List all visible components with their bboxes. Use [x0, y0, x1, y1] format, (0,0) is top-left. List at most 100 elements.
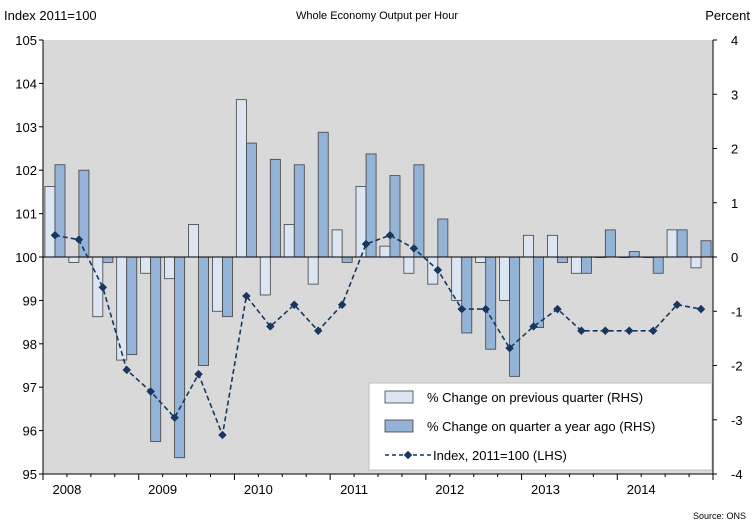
index-point-13	[361, 239, 371, 249]
left-tick-label-10: 105	[15, 33, 37, 48]
left-tick-label-3: 98	[23, 337, 37, 352]
index-point-1	[74, 235, 84, 244]
bar-yoy-15	[413, 164, 425, 258]
x-year-label-2009: 2009	[148, 482, 177, 497]
bar-qoq-11	[307, 256, 319, 285]
right-tick-label-0: -4	[731, 467, 743, 482]
left-tick-label-5: 100	[15, 250, 37, 265]
bar-yoy-20	[533, 256, 544, 328]
left-tick-label-6: 101	[15, 207, 37, 222]
left-axis-label: Index 2011=100	[4, 8, 97, 23]
bar-yoy-8	[245, 142, 257, 258]
index-point-0	[50, 231, 60, 240]
bar-qoq-20	[523, 234, 534, 258]
bar-qoq-4	[140, 256, 152, 274]
bar-qoq-5	[164, 256, 176, 280]
bar-qoq-12	[331, 229, 343, 258]
index-point-14	[385, 231, 395, 240]
bar-yoy-6	[198, 256, 209, 366]
right-tick-label-6: 2	[731, 142, 738, 157]
index-point-17	[457, 304, 466, 314]
right-tick-label-4: 0	[731, 250, 738, 265]
index-point-4	[146, 387, 155, 396]
index-point-23	[601, 326, 610, 336]
right-tick-label-7: 3	[731, 87, 738, 102]
x-year-label-2012: 2012	[435, 482, 464, 497]
bar-yoy-10	[293, 164, 305, 258]
index-point-16	[433, 265, 443, 275]
left-tick-label-7: 102	[15, 163, 37, 178]
index-point-20	[529, 322, 538, 331]
bar-yoy-27	[700, 240, 712, 258]
right-tick-label-5: 1	[731, 196, 738, 211]
index-point-6	[194, 369, 203, 379]
index-point-15	[409, 244, 419, 253]
bar-qoq-27	[690, 256, 702, 269]
bar-qoq-17	[451, 256, 463, 301]
index-point-12	[337, 300, 347, 309]
bar-yoy-16	[437, 218, 449, 258]
left-tick-label-1: 96	[23, 424, 37, 439]
bar-yoy-9	[269, 158, 281, 258]
bar-qoq-3	[116, 256, 128, 361]
bar-yoy-18	[485, 256, 497, 350]
bar-yoy-5	[174, 256, 186, 459]
left-tick-label-0: 95	[23, 467, 37, 482]
chart-title: Whole Economy Output per Hour	[296, 10, 458, 22]
x-year-label-2013: 2013	[531, 482, 560, 497]
x-year-label-2014: 2014	[627, 482, 656, 497]
bars-layer	[44, 99, 712, 459]
legend-swatch-qoq	[384, 390, 414, 404]
bar-yoy-14	[389, 175, 401, 258]
bar-qoq-9	[259, 256, 271, 296]
bar-yoy-12	[341, 256, 353, 263]
x-year-label-2008: 2008	[52, 482, 81, 497]
index-point-25	[648, 326, 658, 336]
legend-swatch-yoy	[384, 419, 414, 433]
legend-box	[368, 382, 713, 471]
x-year-label-2010: 2010	[244, 482, 273, 497]
left-tick-label-8: 103	[15, 120, 37, 135]
legend: % Change on previous quarter (RHS) % Cha…	[368, 382, 713, 471]
bar-qoq-26	[666, 229, 678, 258]
bar-yoy-11	[317, 131, 329, 258]
x-year-label-2011: 2011	[340, 482, 368, 497]
bar-yoy-21	[557, 256, 568, 263]
bar-yoy-3	[126, 256, 138, 356]
bar-qoq-1	[68, 256, 80, 263]
bar-yoy-22	[580, 256, 592, 274]
bar-qoq-22	[570, 256, 582, 274]
source-note: Source: ONS	[693, 511, 746, 521]
index-point-19	[505, 343, 514, 353]
bar-yoy-24	[628, 251, 640, 258]
index-point-5	[170, 413, 179, 422]
index-point-21	[553, 304, 562, 314]
right-tick-label-2: -2	[731, 359, 743, 374]
index-point-11	[313, 326, 323, 336]
bar-qoq-19	[499, 256, 511, 301]
right-axis-label: Percent	[705, 8, 750, 23]
index-point-9	[266, 322, 275, 331]
index-point-8	[242, 291, 251, 301]
index-point-10	[290, 300, 299, 309]
bar-qoq-7	[212, 256, 223, 312]
right-tick-label-8: 4	[731, 33, 738, 48]
index-point-2	[98, 283, 108, 292]
bar-qoq-6	[188, 224, 199, 258]
bar-yoy-25	[652, 256, 664, 274]
bar-qoq-15	[403, 256, 415, 274]
index-point-22	[577, 326, 586, 336]
bar-yoy-7	[222, 256, 233, 318]
legend-marker-index	[403, 450, 413, 460]
bar-qoq-21	[547, 234, 558, 258]
bar-yoy-17	[461, 256, 473, 334]
index-point-7	[218, 430, 227, 440]
index-point-26	[672, 300, 682, 309]
right-tick-label-1: -3	[731, 413, 743, 428]
bar-qoq-0	[44, 186, 56, 258]
legend-label-qoq: % Change on previous quarter (RHS)	[427, 390, 643, 405]
index-point-24	[625, 326, 634, 336]
left-tick-label-2: 97	[23, 380, 37, 395]
bar-qoq-10	[283, 224, 295, 258]
index-point-18	[481, 304, 490, 314]
